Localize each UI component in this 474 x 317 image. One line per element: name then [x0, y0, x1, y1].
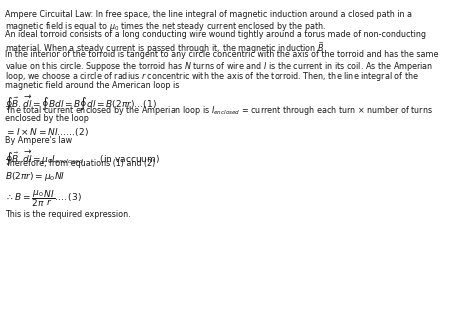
- Text: enclosed by the loop: enclosed by the loop: [5, 114, 89, 123]
- Text: Therefore, from equations (1) and (2): Therefore, from equations (1) and (2): [5, 158, 155, 167]
- Text: An ideal torroid consists of a long conducting wire wound tightly around a torus: An ideal torroid consists of a long cond…: [5, 30, 426, 39]
- Text: $B(2\pi r) = \mu_0 NI$: $B(2\pi r) = \mu_0 NI$: [5, 170, 65, 183]
- Text: Ampere Circuital Law: In free space, the line integral of magnetic induction aro: Ampere Circuital Law: In free space, the…: [5, 10, 412, 18]
- Text: In the interior of the torroid is tangent to any circle concentric with the axis: In the interior of the torroid is tangen…: [5, 50, 438, 59]
- Text: magnetic field is equal to $\mu_0$ times the net steady current enclosed by the : magnetic field is equal to $\mu_0$ times…: [5, 20, 326, 33]
- Text: magnetic field around the American loop is: magnetic field around the American loop …: [5, 81, 179, 89]
- Text: The total current enclosed by the Amperian loop is $I_{enclosed}$ = current thro: The total current enclosed by the Amperi…: [5, 104, 433, 117]
- Text: $\oint \vec{B}.\overrightarrow{dl} = \mu_0 I_{enclosed}$      (in vaccuum): $\oint \vec{B}.\overrightarrow{dl} = \mu…: [5, 148, 160, 167]
- Text: loop, we choose a circle of radius $r$ concentric with the axis of the torroid. : loop, we choose a circle of radius $r$ c…: [5, 70, 419, 83]
- Text: material. When a steady current is passed through it, the magnetic induction $\v: material. When a steady current is passe…: [5, 40, 324, 56]
- Text: By Ampere's law: By Ampere's law: [5, 136, 72, 145]
- Text: $\oint \vec{B}.\overrightarrow{dl} = \oint Bdl = B\oint dl = B(2\pi r)\ldots(1)$: $\oint \vec{B}.\overrightarrow{dl} = \oi…: [5, 93, 156, 112]
- Text: $= I \times N = NI\ldots\ldots(2)$: $= I \times N = NI\ldots\ldots(2)$: [5, 126, 89, 138]
- Text: This is the required expression.: This is the required expression.: [5, 210, 130, 219]
- Text: $\therefore B = \dfrac{\mu_0}{2\pi}\dfrac{NI}{r}\ldots.(3)$: $\therefore B = \dfrac{\mu_0}{2\pi}\dfra…: [5, 188, 82, 209]
- Text: value on this circle. Suppose the torroid has $N$ turns of wire and $I$ is the c: value on this circle. Suppose the torroi…: [5, 60, 433, 73]
